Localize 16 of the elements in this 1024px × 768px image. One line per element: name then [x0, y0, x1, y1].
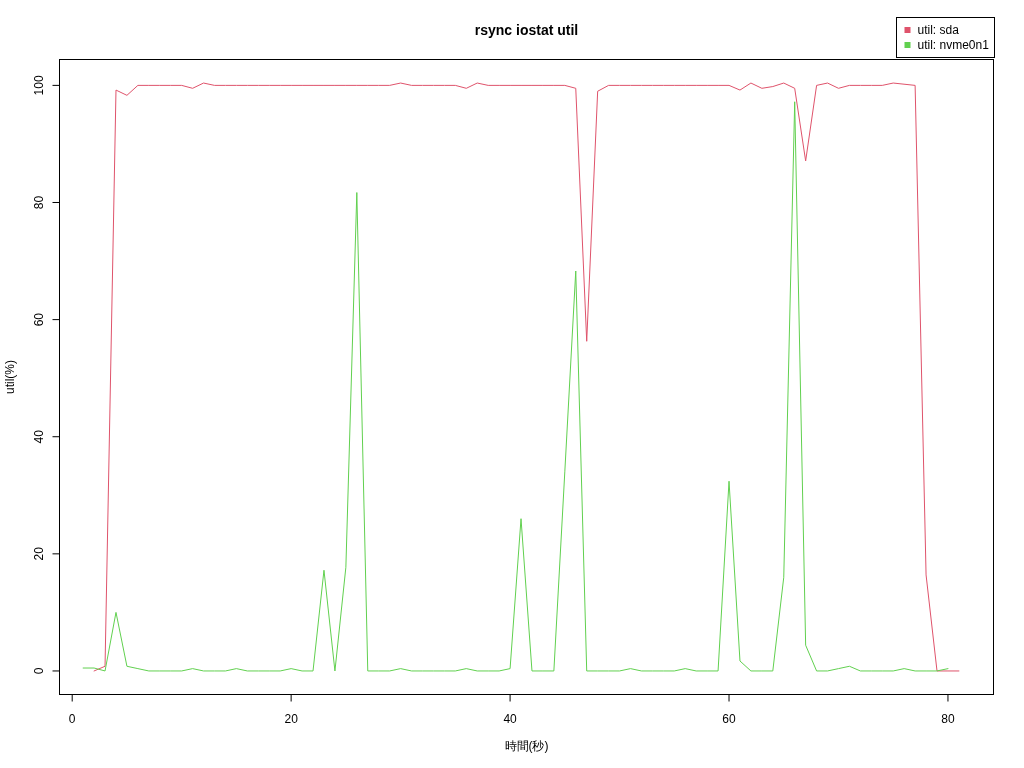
title: rsync iostat util	[474, 22, 579, 38]
x-axis-title: 時間(秒)	[504, 739, 549, 753]
x-tick-label: 20	[284, 711, 298, 726]
x-tick-label: 0	[68, 711, 76, 726]
y-tick-label: 0	[32, 667, 47, 675]
y-tick-label: 100	[32, 75, 47, 96]
legend-label: util: nvme0n1	[917, 38, 989, 52]
y-axis-title: util(%)	[3, 360, 17, 394]
y-tick-label: 40	[32, 430, 47, 444]
legend-label: util: sda	[917, 23, 959, 37]
x-tick-label: 80	[941, 711, 955, 726]
x-tick-label: 60	[722, 711, 736, 726]
y-tick-label: 20	[32, 547, 47, 561]
x-tick-label: 40	[503, 711, 517, 726]
y-tick-label: 80	[32, 195, 47, 210]
y-tick-label: 60	[32, 312, 47, 327]
